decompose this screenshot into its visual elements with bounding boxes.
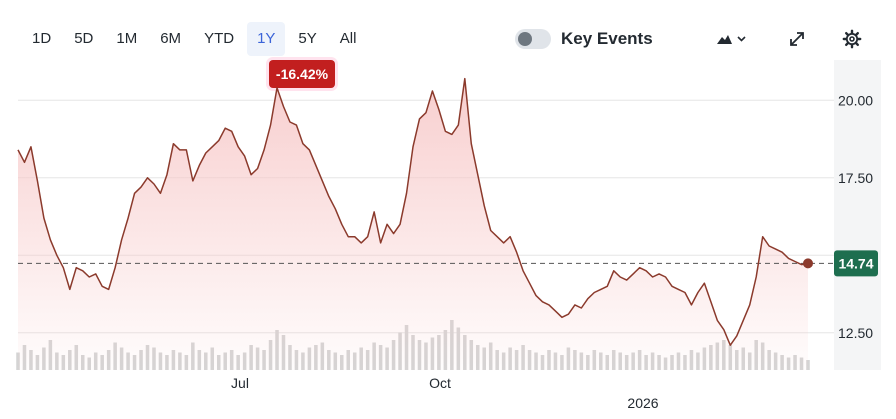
- expand-arrows-icon: [790, 32, 804, 46]
- range-tab-1m[interactable]: 1M: [116, 30, 138, 47]
- chart-toolbar: 1D 5D 1M 6M YTD 1Y 5Y All Key Events: [0, 0, 896, 76]
- x-tick-label: Jul: [231, 375, 249, 391]
- current-price-label: 14.74: [838, 255, 873, 271]
- range-tab-ytd[interactable]: YTD: [204, 30, 235, 47]
- range-tab-5d[interactable]: 5D: [74, 30, 94, 47]
- range-tab-all[interactable]: All: [339, 30, 357, 47]
- price-area: [18, 78, 808, 370]
- x-tick-label: 2026: [627, 395, 658, 411]
- range-tab-6m[interactable]: 6M: [160, 30, 182, 47]
- range-tab-1y[interactable]: 1Y: [247, 22, 286, 56]
- key-events-label: Key Events: [561, 29, 653, 48]
- y-axis-panel: [834, 60, 881, 370]
- current-price-dot: [803, 258, 813, 269]
- settings-button[interactable]: [839, 26, 865, 52]
- y-tick-label: 20.00: [838, 92, 873, 108]
- expand-button[interactable]: [784, 26, 810, 52]
- change-badge: -16.42%: [269, 60, 335, 88]
- gear-icon: [842, 29, 862, 49]
- key-events-control[interactable]: Key Events: [515, 26, 653, 52]
- current-price-badge: [834, 250, 878, 277]
- y-tick-label: 17.50: [838, 170, 873, 186]
- chart-type-button[interactable]: [708, 26, 752, 52]
- key-events-toggle[interactable]: [515, 29, 551, 49]
- mountain-chart-icon: [717, 35, 746, 44]
- x-tick-label: Oct: [429, 375, 451, 391]
- toggle-knob: [518, 32, 532, 46]
- range-tab-5y[interactable]: 5Y: [298, 30, 317, 47]
- range-tab-1d[interactable]: 1D: [32, 30, 52, 47]
- range-tabs: 1D 5D 1M 6M YTD 1Y 5Y All: [22, 22, 369, 56]
- y-tick-label: 12.50: [838, 325, 873, 341]
- price-line: [17, 77, 809, 346]
